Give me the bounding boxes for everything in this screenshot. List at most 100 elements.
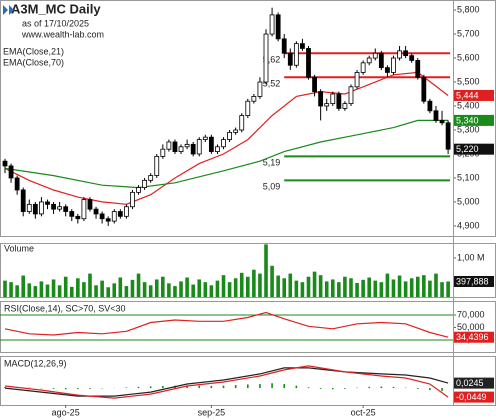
histogram-bar <box>283 384 286 389</box>
volume-bar <box>3 280 7 297</box>
candle-body <box>427 100 433 112</box>
volume-bar <box>130 279 135 297</box>
value-box <box>454 143 494 155</box>
histogram-bar <box>344 388 346 389</box>
candle-body <box>32 203 38 215</box>
candle-body <box>415 60 421 78</box>
volume-bar <box>361 279 365 297</box>
volume-bar <box>82 282 86 297</box>
value-label: 34,4396 <box>456 332 489 342</box>
candle-body <box>124 206 129 217</box>
y-tick-label: 1,00 M <box>457 252 485 262</box>
histogram-bar <box>52 388 55 389</box>
y-tick-label: 4,900 <box>457 220 480 230</box>
value-label: 0,0245 <box>456 378 484 388</box>
value-box <box>454 114 494 126</box>
histogram-bar <box>429 388 431 391</box>
volume-bar <box>239 272 244 297</box>
candle-body <box>190 143 196 155</box>
y-tick-label: 5,000 <box>457 196 480 206</box>
volume-bar <box>179 281 183 297</box>
histogram-bar <box>392 386 395 389</box>
volume-bar <box>203 282 208 297</box>
volume-bar <box>246 276 250 297</box>
panel-title: MACD(12,26,9) <box>4 358 67 368</box>
volume-bar <box>69 286 74 297</box>
histogram-bar <box>234 385 237 389</box>
volume-bar <box>124 286 129 297</box>
level-label: 5,62 <box>263 55 281 65</box>
candle-body <box>215 146 220 152</box>
candle-body <box>391 57 396 73</box>
volume-bar <box>391 279 396 297</box>
volume-bar <box>191 284 195 297</box>
volume-bar <box>252 269 256 297</box>
volume-bar <box>221 275 226 297</box>
volume-bar <box>185 277 189 297</box>
candle-body <box>81 199 87 220</box>
histogram-bar <box>416 388 419 389</box>
volume-bar <box>209 285 214 297</box>
histogram-bar <box>198 385 201 389</box>
candle-body <box>105 218 111 222</box>
volume-bar <box>45 284 50 297</box>
candle-body <box>221 139 226 148</box>
volume-bar <box>276 275 280 297</box>
value-label: -0,0449 <box>456 392 487 402</box>
histogram-bar <box>89 388 91 389</box>
candle-body <box>263 33 269 83</box>
volume-bar <box>330 279 335 297</box>
candle-body <box>439 119 445 124</box>
candle-body <box>287 52 293 66</box>
y-tick-label: 70,000 <box>457 309 485 319</box>
panel-title: RSI(Close,14), SC>70, SV<30 <box>4 303 126 313</box>
candle-body <box>281 38 287 54</box>
histogram-bar <box>380 386 383 389</box>
volume-bar <box>63 276 68 297</box>
rsi-line <box>4 311 449 338</box>
volume-bar <box>446 281 450 297</box>
volume-bar <box>355 282 359 297</box>
candle-body <box>360 62 366 73</box>
candle-body <box>269 14 275 35</box>
value-box <box>454 377 494 389</box>
volume-bar <box>282 278 287 297</box>
candle-body <box>312 76 317 93</box>
histogram-bar <box>137 386 140 389</box>
candle-body <box>130 191 135 208</box>
histogram-bar <box>307 387 310 389</box>
value-box <box>454 331 494 343</box>
histogram-bar <box>331 388 334 390</box>
histogram-bar <box>210 385 213 389</box>
volume-bar <box>100 280 104 297</box>
volume-bar <box>27 283 32 297</box>
histogram-bar <box>295 385 298 389</box>
volume-bar <box>9 282 13 297</box>
candle-body <box>63 206 69 212</box>
volume-bar <box>39 281 44 297</box>
volume-bar <box>154 279 159 297</box>
volume-bar <box>312 271 317 297</box>
candle-body <box>196 139 202 155</box>
candle-body <box>142 179 148 188</box>
volume-bar <box>379 282 384 297</box>
histogram-bar <box>77 388 79 390</box>
candle-body <box>409 55 415 61</box>
logo <box>3 5 14 15</box>
y-tick-label: 5,100 <box>457 172 480 182</box>
legend-entry: EMA(Close,70) <box>3 57 64 67</box>
volume-bar <box>318 275 323 297</box>
value-box <box>454 391 494 403</box>
volume-bar <box>15 285 19 297</box>
volume-bar <box>288 273 293 297</box>
candle-body <box>14 177 20 191</box>
candle-body <box>366 57 372 64</box>
candle-body <box>257 81 263 97</box>
histogram-bar <box>186 385 188 389</box>
y-tick-label: 5,600 <box>457 52 480 62</box>
ema-line <box>4 119 449 189</box>
candle-body <box>372 52 378 59</box>
x-tick-label: sep-25 <box>198 407 226 417</box>
volume-bar <box>294 280 299 297</box>
